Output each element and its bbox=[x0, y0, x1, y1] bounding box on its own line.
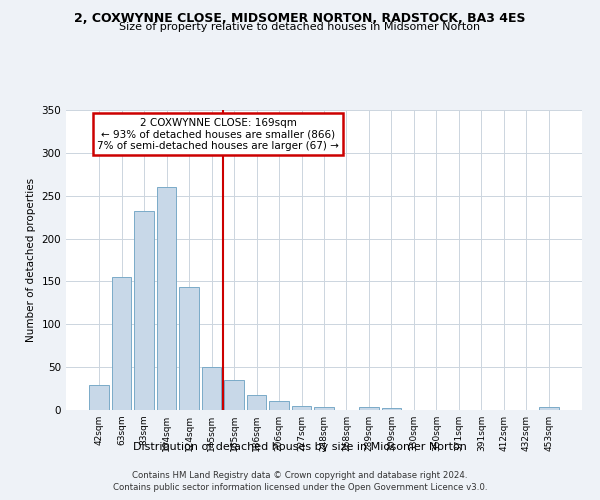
Text: 2 COXWYNNE CLOSE: 169sqm
← 93% of detached houses are smaller (866)
7% of semi-d: 2 COXWYNNE CLOSE: 169sqm ← 93% of detach… bbox=[97, 118, 339, 150]
Bar bbox=[112, 277, 131, 410]
Bar bbox=[269, 400, 289, 410]
Text: Distribution of detached houses by size in Midsomer Norton: Distribution of detached houses by size … bbox=[133, 442, 467, 452]
Text: Contains HM Land Registry data © Crown copyright and database right 2024.: Contains HM Land Registry data © Crown c… bbox=[132, 472, 468, 480]
Bar bbox=[382, 408, 401, 410]
Text: 2, COXWYNNE CLOSE, MIDSOMER NORTON, RADSTOCK, BA3 4ES: 2, COXWYNNE CLOSE, MIDSOMER NORTON, RADS… bbox=[74, 12, 526, 26]
Bar bbox=[224, 380, 244, 410]
Text: Contains public sector information licensed under the Open Government Licence v3: Contains public sector information licen… bbox=[113, 483, 487, 492]
Bar bbox=[202, 367, 221, 410]
Bar bbox=[539, 408, 559, 410]
Bar bbox=[134, 211, 154, 410]
Bar bbox=[179, 288, 199, 410]
Bar bbox=[157, 187, 176, 410]
Bar bbox=[292, 406, 311, 410]
Bar bbox=[89, 385, 109, 410]
Bar bbox=[247, 394, 266, 410]
Y-axis label: Number of detached properties: Number of detached properties bbox=[26, 178, 36, 342]
Bar bbox=[314, 408, 334, 410]
Text: Size of property relative to detached houses in Midsomer Norton: Size of property relative to detached ho… bbox=[119, 22, 481, 32]
Bar bbox=[359, 406, 379, 410]
